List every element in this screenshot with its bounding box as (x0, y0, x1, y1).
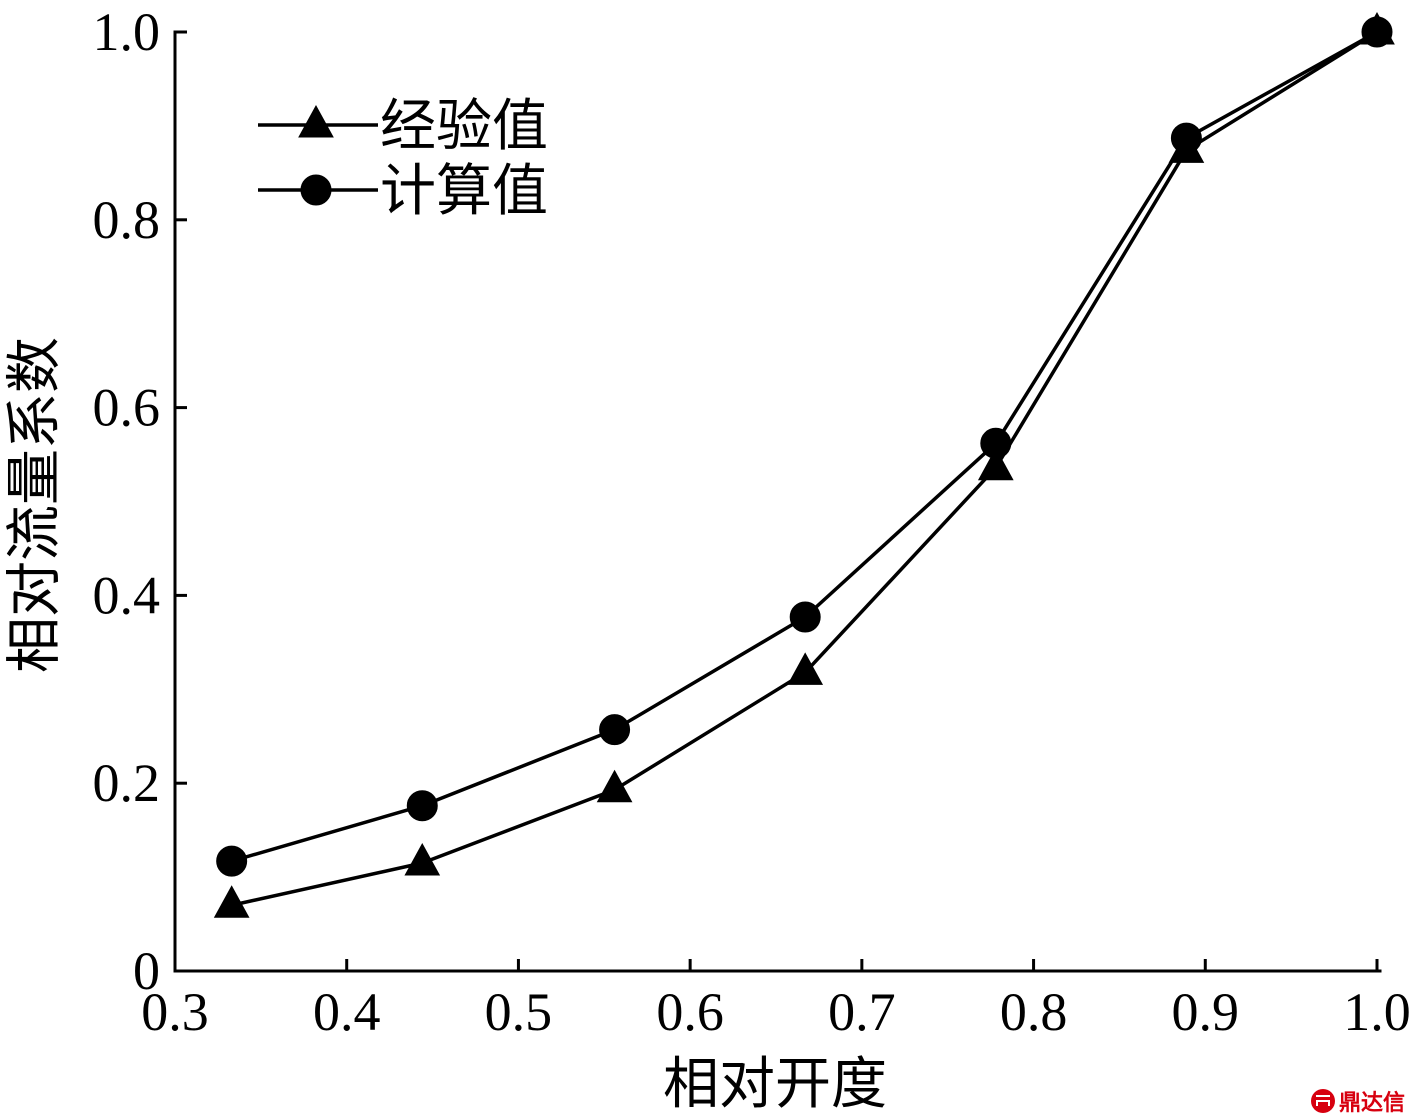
triangle-point (977, 447, 1014, 481)
y-tick-label: 1.0 (93, 2, 161, 62)
watermark-logo: 鼎达信 (1311, 1089, 1405, 1116)
x-tick-label: 0.6 (656, 982, 724, 1042)
x-tick-label: 1.0 (1343, 982, 1411, 1042)
legend-label: 计算值 (380, 159, 548, 224)
y-axis-label: 相对流量系数 (3, 337, 68, 673)
triangle-point (404, 842, 441, 876)
circle-point (216, 845, 248, 877)
y-tick-label: 0.4 (93, 565, 161, 625)
triangle-marker-icon (298, 104, 334, 138)
circle-point (406, 790, 438, 822)
watermark-logo-glyph (1316, 1095, 1330, 1106)
legend: 经验值 计算值 (258, 94, 548, 224)
watermark-text: 鼎达信 (1339, 1090, 1405, 1116)
circle-point (1170, 122, 1202, 154)
x-axis-label: 相对开度 (663, 1052, 887, 1117)
circle-marker-icon (300, 174, 332, 206)
legend-label: 经验值 (380, 94, 548, 159)
circle-point (980, 427, 1012, 459)
x-tick-label: 0.8 (1000, 982, 1068, 1042)
x-tick-label: 0.4 (313, 982, 381, 1042)
x-tick-label: 0.3 (141, 982, 209, 1042)
triangle-point (596, 769, 633, 803)
x-tick-label: 0.9 (1172, 982, 1240, 1042)
y-tick-label: 0.6 (93, 378, 161, 438)
axis-ticks: 0.3 0.4 0.5 0.6 0.7 0.8 0.9 1.0 0 0.2 0.4 0.6 0.8 1.0 (93, 2, 1411, 1042)
data-series (213, 11, 1395, 918)
y-tick-label: 0 (133, 941, 160, 1001)
circle-point (599, 714, 631, 746)
triangle-point (787, 652, 824, 685)
circle-point (789, 601, 821, 633)
triangle-point (213, 885, 250, 918)
circle-point (1361, 16, 1393, 48)
x-tick-label: 0.5 (485, 982, 553, 1042)
y-tick-label: 0.8 (93, 190, 161, 250)
y-tick-label: 0.2 (93, 753, 161, 813)
x-tick-label: 0.7 (828, 982, 896, 1042)
legend-entry-calculated: 计算值 (258, 159, 548, 224)
legend-entry-empirical: 经验值 (258, 94, 548, 159)
